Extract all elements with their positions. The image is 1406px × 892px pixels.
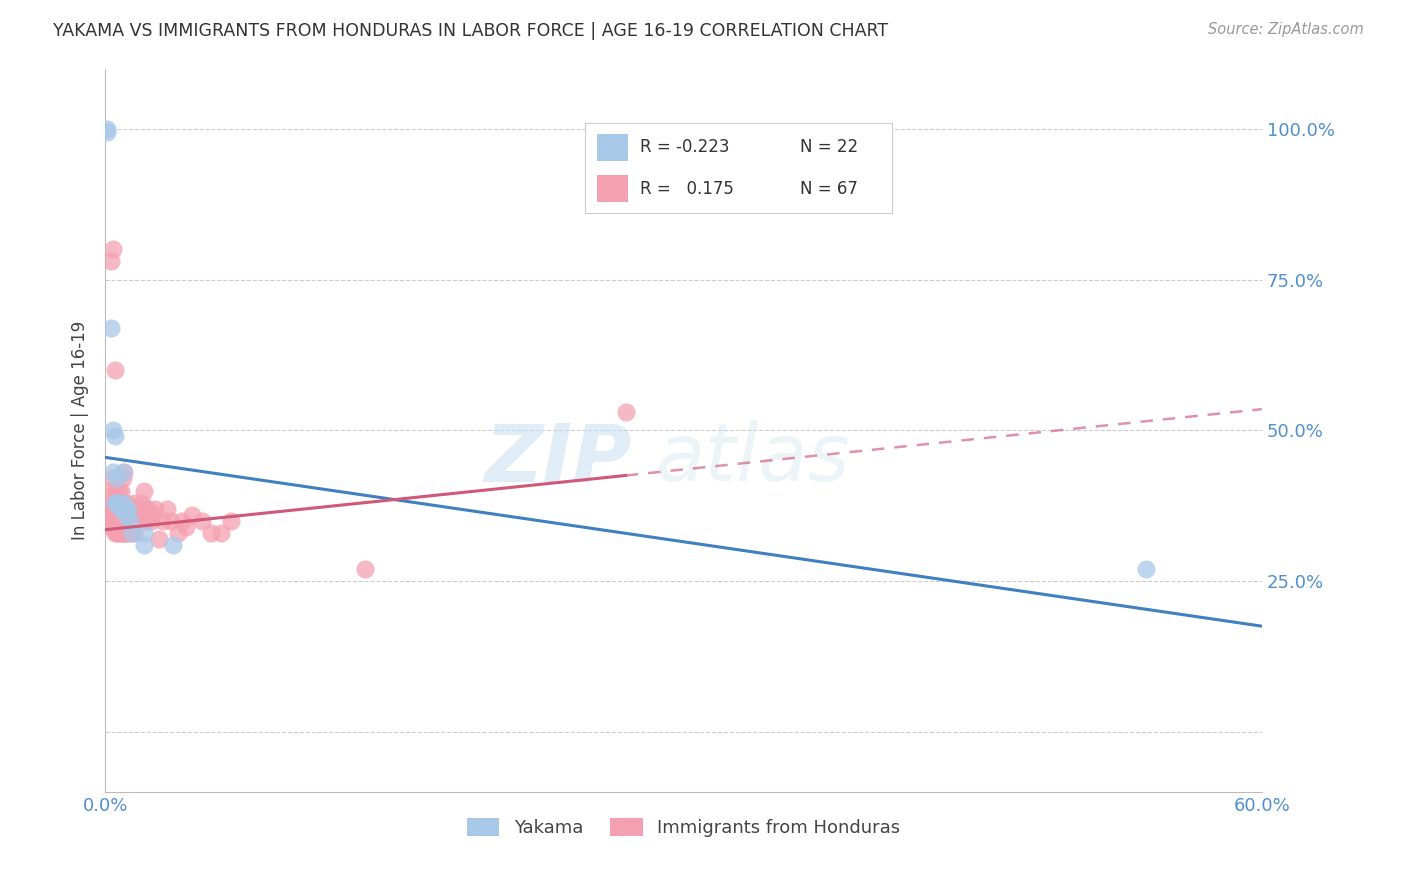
Point bbox=[110, 525, 132, 540]
Point bbox=[117, 501, 139, 516]
Point bbox=[105, 483, 128, 498]
Point bbox=[1135, 562, 1157, 576]
Point bbox=[129, 508, 152, 522]
Point bbox=[107, 525, 129, 540]
Point bbox=[122, 495, 145, 509]
Point bbox=[120, 525, 142, 540]
Point bbox=[101, 466, 124, 480]
Point bbox=[132, 525, 155, 540]
Point bbox=[131, 495, 153, 509]
Point bbox=[136, 501, 159, 516]
Point bbox=[120, 501, 142, 516]
Point bbox=[111, 495, 134, 509]
Point bbox=[104, 483, 127, 498]
Point bbox=[100, 519, 122, 533]
Point bbox=[101, 519, 124, 533]
Point bbox=[104, 525, 127, 540]
Point bbox=[115, 495, 138, 509]
Point bbox=[120, 514, 142, 528]
Point bbox=[114, 525, 136, 540]
Point bbox=[110, 501, 132, 516]
Point bbox=[100, 508, 122, 522]
Text: atlas: atlas bbox=[655, 420, 851, 498]
Point bbox=[111, 508, 134, 522]
Point bbox=[101, 243, 124, 257]
Text: ZIP: ZIP bbox=[484, 420, 631, 498]
Point bbox=[104, 501, 127, 516]
Point bbox=[96, 125, 118, 139]
Point bbox=[143, 501, 166, 516]
Point bbox=[172, 514, 194, 528]
Point bbox=[117, 525, 139, 540]
Point bbox=[152, 514, 174, 528]
Point bbox=[98, 495, 121, 509]
Point bbox=[96, 121, 118, 136]
Point bbox=[114, 466, 136, 480]
Point bbox=[190, 514, 212, 528]
Point bbox=[100, 254, 122, 268]
Point bbox=[110, 483, 132, 498]
Point bbox=[117, 508, 139, 522]
Point bbox=[105, 471, 128, 485]
Point bbox=[115, 525, 138, 540]
Point bbox=[107, 483, 129, 498]
Point bbox=[114, 501, 136, 516]
Point bbox=[127, 501, 149, 516]
Point bbox=[148, 532, 170, 546]
Point bbox=[104, 363, 127, 377]
Point bbox=[122, 525, 145, 540]
Point bbox=[105, 525, 128, 540]
Point bbox=[354, 562, 377, 576]
Point bbox=[101, 471, 124, 485]
Point bbox=[105, 495, 128, 509]
Point bbox=[125, 508, 148, 522]
Point bbox=[156, 501, 179, 516]
Point bbox=[132, 538, 155, 552]
Point bbox=[104, 495, 127, 509]
Point bbox=[111, 525, 134, 540]
Point bbox=[107, 508, 129, 522]
Point bbox=[209, 525, 232, 540]
Point bbox=[110, 501, 132, 516]
Point bbox=[115, 508, 138, 522]
Point bbox=[135, 514, 157, 528]
Point bbox=[111, 471, 134, 485]
Text: YAKAMA VS IMMIGRANTS FROM HONDURAS IN LABOR FORCE | AGE 16-19 CORRELATION CHART: YAKAMA VS IMMIGRANTS FROM HONDURAS IN LA… bbox=[53, 22, 889, 40]
Point bbox=[159, 514, 181, 528]
Point bbox=[219, 514, 242, 528]
Point bbox=[132, 483, 155, 498]
Point bbox=[200, 525, 222, 540]
Point bbox=[174, 519, 197, 533]
Point bbox=[101, 423, 124, 437]
Point bbox=[105, 508, 128, 522]
Point bbox=[111, 466, 134, 480]
Point bbox=[132, 501, 155, 516]
Point bbox=[162, 538, 184, 552]
Point bbox=[114, 508, 136, 522]
Point bbox=[100, 320, 122, 334]
Point bbox=[142, 508, 165, 522]
Point bbox=[96, 501, 118, 516]
Point bbox=[121, 501, 143, 516]
Point bbox=[107, 495, 129, 509]
Point bbox=[104, 429, 127, 443]
Y-axis label: In Labor Force | Age 16-19: In Labor Force | Age 16-19 bbox=[72, 320, 89, 540]
Text: Source: ZipAtlas.com: Source: ZipAtlas.com bbox=[1208, 22, 1364, 37]
Point bbox=[121, 525, 143, 540]
Point bbox=[98, 508, 121, 522]
Point bbox=[141, 514, 163, 528]
Point bbox=[96, 483, 118, 498]
Legend: Yakama, Immigrants from Honduras: Yakama, Immigrants from Honduras bbox=[460, 811, 907, 845]
Point bbox=[104, 514, 127, 528]
Point bbox=[114, 495, 136, 509]
Point bbox=[104, 495, 127, 509]
Point bbox=[101, 508, 124, 522]
Point bbox=[614, 405, 637, 419]
Point bbox=[181, 508, 204, 522]
Point bbox=[167, 525, 190, 540]
